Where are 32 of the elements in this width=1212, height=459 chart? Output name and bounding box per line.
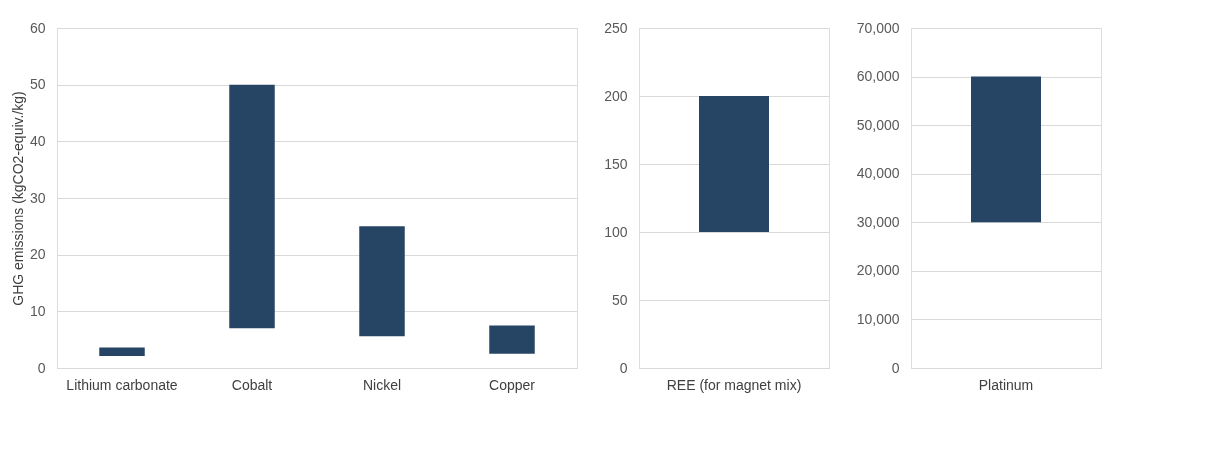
y-tick-label: 60 bbox=[29, 19, 46, 36]
y-tick-label: 200 bbox=[604, 87, 628, 104]
bar bbox=[99, 347, 145, 357]
y-axis-title: GHG emissions (kgCO2-equiv./kg) bbox=[9, 91, 26, 306]
y-tick-label: 250 bbox=[604, 19, 628, 36]
y-tick-label: 50 bbox=[611, 291, 628, 308]
y-tick-label: 60,000 bbox=[856, 68, 900, 85]
y-tick-label: 20 bbox=[29, 246, 46, 263]
y-tick-label: 10,000 bbox=[856, 310, 900, 327]
y-tick-label: 10 bbox=[29, 302, 46, 319]
y-tick-label: 30 bbox=[29, 189, 46, 206]
y-tick-label: 40,000 bbox=[856, 165, 900, 182]
y-tick-label: 40 bbox=[29, 132, 46, 149]
y-tick-label: 50,000 bbox=[856, 116, 900, 133]
x-tick-label: Copper bbox=[489, 376, 536, 393]
bar bbox=[229, 84, 275, 329]
x-tick-label: Cobalt bbox=[231, 376, 273, 393]
y-tick-label: 30,000 bbox=[856, 213, 900, 230]
x-tick-label: Lithium carbonate bbox=[66, 376, 178, 393]
bar bbox=[489, 325, 535, 354]
y-tick-label: 0 bbox=[891, 359, 900, 376]
y-tick-label: 100 bbox=[604, 223, 628, 240]
y-tick-label: 0 bbox=[619, 359, 628, 376]
y-tick-label: 0 bbox=[37, 359, 46, 376]
x-tick-label: Nickel bbox=[362, 376, 402, 393]
bar bbox=[359, 226, 405, 337]
x-tick-label: REE (for magnet mix) bbox=[666, 376, 802, 393]
x-tick-label: Platinum bbox=[978, 376, 1034, 393]
y-tick-label: 20,000 bbox=[856, 262, 900, 279]
y-tick-label: 150 bbox=[604, 155, 628, 172]
y-tick-label: 50 bbox=[29, 76, 46, 93]
y-tick-label: 70,000 bbox=[856, 19, 900, 36]
